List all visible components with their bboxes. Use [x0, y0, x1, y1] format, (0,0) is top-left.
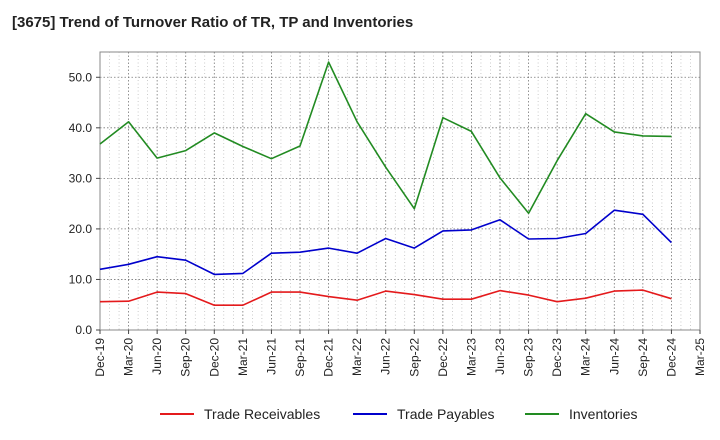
series-line-inventories [99, 61, 672, 214]
x-tick-label: Sep-24 [636, 338, 650, 377]
series-line-trade-receivables [99, 289, 672, 307]
y-tick-label: 40.0 [69, 121, 93, 135]
x-tick-label: Dec-19 [93, 338, 107, 377]
x-tick-label: Jun-24 [607, 338, 621, 375]
x-tick-label: Jun-20 [150, 338, 164, 375]
x-tick-label: Jun-23 [493, 338, 507, 375]
x-tick-label: Dec-23 [550, 338, 564, 377]
x-tick-label: Mar-23 [464, 338, 478, 376]
y-tick-label: 10.0 [69, 272, 93, 286]
x-tick-label: Sep-23 [522, 338, 536, 377]
x-tick-label: Sep-21 [293, 338, 307, 377]
x-tick-label: Jun-22 [379, 338, 393, 375]
axis-layer: 0.0 10.0 20.0 30.0 40.0 50.0 Dec-19 Mar-20 Jun-2… [69, 70, 707, 376]
x-tick-label: Mar-25 [693, 338, 707, 376]
chart-title: [3675] Trend of Turnover Ratio of TR, TP… [12, 14, 414, 31]
y-tick-label: 20.0 [69, 222, 93, 236]
x-tick-label: Mar-21 [236, 338, 250, 376]
x-tick-label: Sep-20 [179, 338, 193, 377]
legend: Trade Receivables Trade Payables Inventori… [160, 406, 637, 422]
x-tick-label: Mar-20 [122, 338, 136, 376]
x-tick-label: Mar-24 [579, 338, 593, 376]
x-tick-label: Mar-22 [350, 338, 364, 376]
x-tick-label: Dec-20 [207, 338, 221, 377]
x-tick-label: Dec-24 [664, 338, 678, 377]
y-tick-label: 50.0 [69, 70, 93, 84]
x-tick-label: Dec-22 [436, 338, 450, 377]
y-tick-label: 30.0 [69, 171, 93, 185]
series-line-trade-payables [99, 209, 672, 276]
legend-label-trade-payables: Trade Payables [397, 406, 495, 422]
legend-label-inventories: Inventories [569, 406, 637, 422]
x-tick-label: Jun-21 [264, 338, 278, 375]
grid-layer [99, 51, 701, 331]
plot-area [99, 51, 701, 331]
x-tick-label: Dec-21 [322, 338, 336, 377]
legend-label-trade-receivables: Trade Receivables [204, 406, 320, 422]
series-layer [99, 61, 672, 307]
y-tick-label: 0.0 [75, 323, 92, 337]
x-tick-label: Sep-22 [407, 338, 421, 377]
